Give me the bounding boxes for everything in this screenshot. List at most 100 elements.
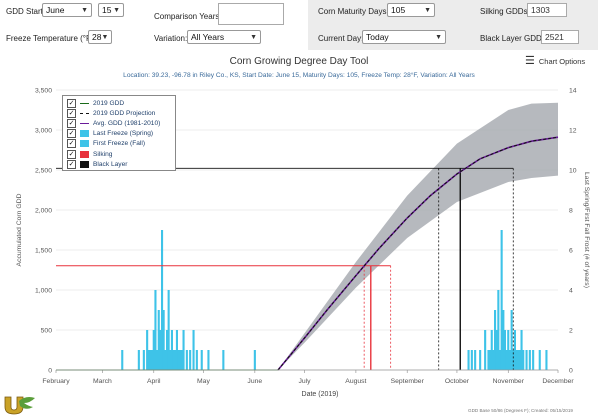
y-axis-right-title: Last Spring/First Fall Frost (# of years… [583, 172, 590, 288]
chevron-down-icon: ▼ [435, 33, 442, 41]
first-freeze-bar [507, 330, 510, 370]
last-freeze-bar [170, 330, 173, 370]
x-ticks: February March April May June July August Septe… [42, 370, 574, 385]
y-right-tick-label: 6 [569, 248, 573, 255]
checkbox-checked-icon[interactable]: ✓ [67, 119, 76, 129]
legend-item[interactable]: ✓ First Freeze (Fall) [67, 139, 146, 149]
first-freeze-bar [532, 350, 535, 370]
first-freeze-bar [518, 350, 521, 370]
legend-swatch [80, 123, 89, 125]
legend-item[interactable]: ✓ Avg. GDD (1981-2010) [67, 119, 160, 129]
legend-item[interactable]: ✓ Black Layer [67, 159, 128, 169]
last-freeze-bar [147, 350, 150, 370]
legend-item[interactable]: ✓ 2019 GDD [67, 99, 124, 108]
maturity-days-select[interactable]: 105 ▼ [387, 3, 435, 17]
last-freeze-bar [169, 350, 172, 370]
variation-band [278, 102, 558, 371]
first-freeze-bar [510, 310, 513, 370]
first-freeze-bar [467, 350, 470, 370]
x-tick-label: December [542, 378, 574, 385]
variation-band-group [278, 102, 558, 371]
checkbox-checked-icon[interactable]: ✓ [67, 109, 76, 119]
checkbox-checked-icon[interactable]: ✓ [67, 149, 76, 159]
footer-credit: GDD Base 50/86 (Degrees F); Created: 05/… [468, 408, 573, 413]
last-freeze-bar [174, 350, 177, 370]
first-freeze-bar [513, 330, 516, 370]
last-freeze-bar [142, 350, 145, 370]
first-freeze-bar [503, 330, 506, 370]
last-freeze-bar [161, 230, 164, 370]
x-tick-label: September [391, 378, 425, 385]
first-freeze-bar [525, 350, 528, 370]
last-freeze-bar [175, 330, 178, 370]
last-freeze-bar [149, 350, 152, 370]
last-freeze-bar [137, 350, 140, 370]
last-freeze-bar [121, 350, 124, 370]
first-freeze-bar [520, 330, 523, 370]
legend-label: 2019 GDD [93, 100, 125, 107]
chevron-down-icon: ▼ [101, 33, 109, 41]
first-freeze-bar [545, 350, 548, 370]
comparison-years-input[interactable] [218, 3, 284, 25]
maturity-days-label: Corn Maturity Days: [318, 7, 389, 16]
last-freeze-bar [177, 350, 180, 370]
last-freeze-bar [162, 310, 165, 370]
legend-item[interactable]: ✓ 2019 GDD Projection [67, 109, 155, 119]
first-freeze-bar [497, 290, 500, 370]
first-freeze-bar [479, 350, 482, 370]
comparison-years-label: Comparison Years: [154, 12, 222, 21]
chevron-down-icon: ▼ [81, 6, 88, 14]
legend-label: First Freeze (Fall) [93, 140, 146, 148]
checkbox-checked-icon[interactable]: ✓ [67, 139, 76, 149]
x-tick-label: June [247, 378, 262, 385]
variation-select[interactable]: All Years ▼ [187, 30, 261, 44]
current-day-value: Today [366, 32, 389, 42]
y-left-tick-label: 500 [41, 328, 53, 335]
y-right-tick-label: 2 [569, 328, 573, 335]
chart-options-button[interactable]: ☰ Chart Options [525, 56, 586, 67]
first-freeze-bar [512, 350, 515, 370]
last-freeze-bar [166, 330, 169, 370]
first-freeze-bar [505, 350, 508, 370]
first-freeze-bar [474, 350, 477, 370]
checkbox-checked-icon[interactable]: ✓ [67, 99, 76, 108]
checkbox-checked-icon[interactable]: ✓ [67, 129, 76, 139]
y-left-tick-label: 2,500 [35, 168, 52, 175]
legend-label: Black Layer [93, 160, 128, 168]
gdd-start-month-select[interactable]: June ▼ [42, 3, 92, 17]
series-group [56, 136, 559, 371]
current-day-select[interactable]: Today ▼ [362, 30, 446, 44]
silking-gdds-input[interactable]: 1303 [527, 3, 567, 17]
first-freeze-bar [492, 350, 495, 370]
freeze-temp-select[interactable]: 28 ▼ [88, 30, 112, 44]
chart-options-label: Chart Options [538, 56, 586, 66]
gdd-start-month-value: June [46, 5, 65, 15]
last-freeze-bar [156, 350, 159, 370]
y-right-tick-label: 14 [569, 88, 577, 95]
avg-gdd-line [277, 136, 559, 371]
current-day-label: Current Day: [318, 34, 364, 43]
legend-swatch [80, 103, 89, 104]
gdd-start-day-select[interactable]: 15 ▼ [98, 3, 124, 17]
y-right-tick-label: 8 [569, 208, 573, 215]
last-freeze-bar [222, 350, 225, 370]
last-freeze-bar [207, 350, 210, 370]
first-freeze-bar [487, 350, 490, 370]
y-right-tick-label: 12 [569, 128, 577, 135]
x-tick-label: March [93, 378, 112, 385]
last-freeze-bar [172, 350, 175, 370]
last-freeze-bar [154, 290, 157, 370]
x-tick-label: November [493, 378, 525, 385]
last-freeze-bar [146, 330, 149, 370]
legend-item[interactable]: ✓ Last Freeze (Spring) [67, 129, 153, 139]
legend-swatch [80, 150, 89, 158]
checkbox-checked-icon[interactable]: ✓ [67, 159, 76, 169]
first-freeze-bar [515, 350, 518, 370]
logo [2, 395, 38, 415]
chart-subtitle: Location: 39.23, -96.78 in Riley Co., KS… [123, 71, 475, 79]
first-freeze-bar [499, 350, 502, 370]
last-freeze-bar [179, 350, 182, 370]
last-freeze-bar [182, 330, 185, 370]
black-layer-gdds-input[interactable]: 2521 [541, 30, 579, 44]
legend-item[interactable]: ✓ Silking [67, 149, 112, 159]
